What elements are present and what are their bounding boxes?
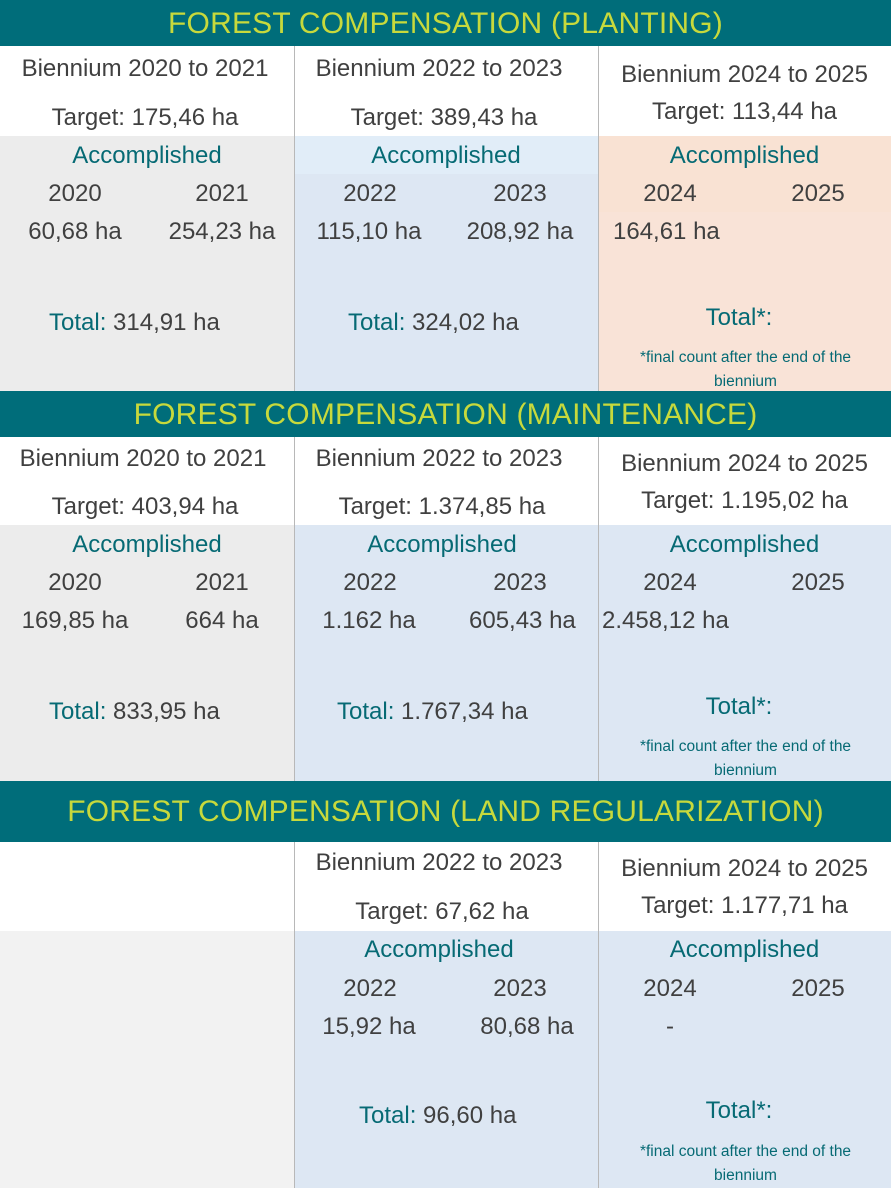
total-label: Total: <box>337 698 395 725</box>
total-value: 833,95 ha <box>113 698 220 725</box>
land-regularization-empty-panel <box>0 931 294 1188</box>
land-regularization-title: FOREST COMPENSATION (LAND REGULARIZATION… <box>0 781 891 842</box>
planting-title: FOREST COMPENSATION (PLANTING) <box>0 0 891 46</box>
accomplished-label: Accomplished <box>371 142 521 169</box>
accomplished-label: Accomplished <box>364 936 514 963</box>
biennium-label: Biennium 2020 to 2021 <box>19 445 267 472</box>
year-label: 2025 <box>791 975 845 1002</box>
maintenance-2020-2021-panel <box>0 525 294 781</box>
value-label: 15,92 ha <box>322 1013 416 1040</box>
divider <box>598 46 599 391</box>
maintenance-2022-2023-panel <box>294 525 598 781</box>
total-label: Total: <box>49 309 107 336</box>
divider <box>294 842 295 1188</box>
divider <box>598 437 599 781</box>
target-label: Target: 113,44 ha <box>651 98 838 125</box>
total-value: 1.767,34 ha <box>401 698 528 725</box>
biennium-label: Biennium 2020 to 2021 <box>21 55 269 82</box>
divider <box>598 842 599 1188</box>
accomplished-label: Accomplished <box>669 936 820 963</box>
year-label: 2021 <box>195 180 249 207</box>
total-value: 96,60 ha <box>423 1102 517 1129</box>
value-label: 169,85 ha <box>21 607 129 634</box>
total-row: Total: 833,95 ha <box>49 698 220 726</box>
year-label: 2024 <box>643 569 697 596</box>
planting-2022-2023-header-band <box>294 136 598 174</box>
value-label: 254,23 ha <box>168 218 276 245</box>
maintenance-2024-2025-panel <box>598 525 891 781</box>
year-label: 2025 <box>791 180 845 207</box>
total-row: Total: 324,02 ha <box>348 309 519 337</box>
target-label: Target: 389,43 ha <box>350 104 538 131</box>
biennium-label: Biennium 2022 to 2023 <box>315 55 563 82</box>
value-label: 664 ha <box>185 607 259 634</box>
accomplished-label: Accomplished <box>72 142 222 169</box>
total-row: Total: 96,60 ha <box>359 1102 516 1130</box>
year-label: 2024 <box>643 975 697 1002</box>
year-label: 2025 <box>791 569 845 596</box>
target-label: Target: 1.374,85 ha <box>338 493 546 520</box>
land-regularization-2024-2025-panel <box>598 931 891 1188</box>
total-label: Total: <box>359 1102 417 1129</box>
total-value: 324,02 ha <box>412 309 519 336</box>
value-label: 164,61 ha <box>613 218 720 245</box>
divider <box>294 46 295 391</box>
value-label: 2.458,12 ha <box>602 607 729 634</box>
total-label: Total*: <box>705 304 773 331</box>
total-label: Total: <box>348 309 406 336</box>
biennium-label: Biennium 2022 to 2023 <box>315 849 563 876</box>
accomplished-label: Accomplished <box>669 142 820 169</box>
accomplished-label: Accomplished <box>669 531 820 558</box>
accomplished-label: Accomplished <box>72 531 222 558</box>
total-label: Total: <box>49 698 107 725</box>
value-label: 605,43 ha <box>469 607 576 634</box>
total-label: Total*: <box>705 1097 773 1124</box>
target-label: Target: 67,62 ha <box>355 898 529 925</box>
total-row: Total: 1.767,34 ha <box>337 698 528 726</box>
footnote: *final count after the end of the bienni… <box>639 738 852 779</box>
target-label: Target: 175,46 ha <box>51 104 239 131</box>
value-label: 115,10 ha <box>316 218 422 245</box>
biennium-label: Biennium 2024 to 2025 <box>621 450 868 477</box>
accomplished-label: Accomplished <box>367 531 517 558</box>
total-value: 314,91 ha <box>113 309 220 336</box>
target-label: Target: 1.177,71 ha <box>641 892 848 919</box>
year-label: 2020 <box>48 569 102 596</box>
year-label: 2024 <box>643 180 697 207</box>
total-row: Total: 314,91 ha <box>49 309 220 337</box>
value-label: - <box>666 1013 674 1040</box>
year-label: 2021 <box>195 569 249 596</box>
target-label: Target: 403,94 ha <box>51 493 239 520</box>
total-label: Total*: <box>705 693 773 720</box>
value-label: 208,92 ha <box>466 218 574 245</box>
value-label: 1.162 ha <box>322 607 416 634</box>
footnote: *final count after the end of the bienni… <box>639 349 852 390</box>
biennium-label: Biennium 2024 to 2025 <box>621 61 868 88</box>
year-label: 2022 <box>343 180 397 207</box>
year-label: 2022 <box>343 569 397 596</box>
value-label: 80,68 ha <box>480 1013 574 1040</box>
year-label: 2022 <box>343 975 397 1002</box>
footnote: *final count after the end of the bienni… <box>639 1143 852 1184</box>
biennium-label: Biennium 2024 to 2025 <box>621 855 868 882</box>
planting-2020-2021-panel <box>0 136 294 391</box>
land-regularization-2022-2023-panel <box>294 931 598 1188</box>
year-label: 2020 <box>48 180 102 207</box>
planting-2024-2025-header-band <box>598 136 891 212</box>
target-label: Target: 1.195,02 ha <box>641 487 848 514</box>
planting-2022-2023-panel <box>294 136 598 391</box>
biennium-label: Biennium 2022 to 2023 <box>315 445 563 472</box>
year-label: 2023 <box>493 569 547 596</box>
maintenance-title: FOREST COMPENSATION (MAINTENANCE) <box>0 391 891 437</box>
year-label: 2023 <box>493 180 547 207</box>
value-label: 60,68 ha <box>28 218 122 245</box>
year-label: 2023 <box>493 975 547 1002</box>
divider <box>294 437 295 781</box>
